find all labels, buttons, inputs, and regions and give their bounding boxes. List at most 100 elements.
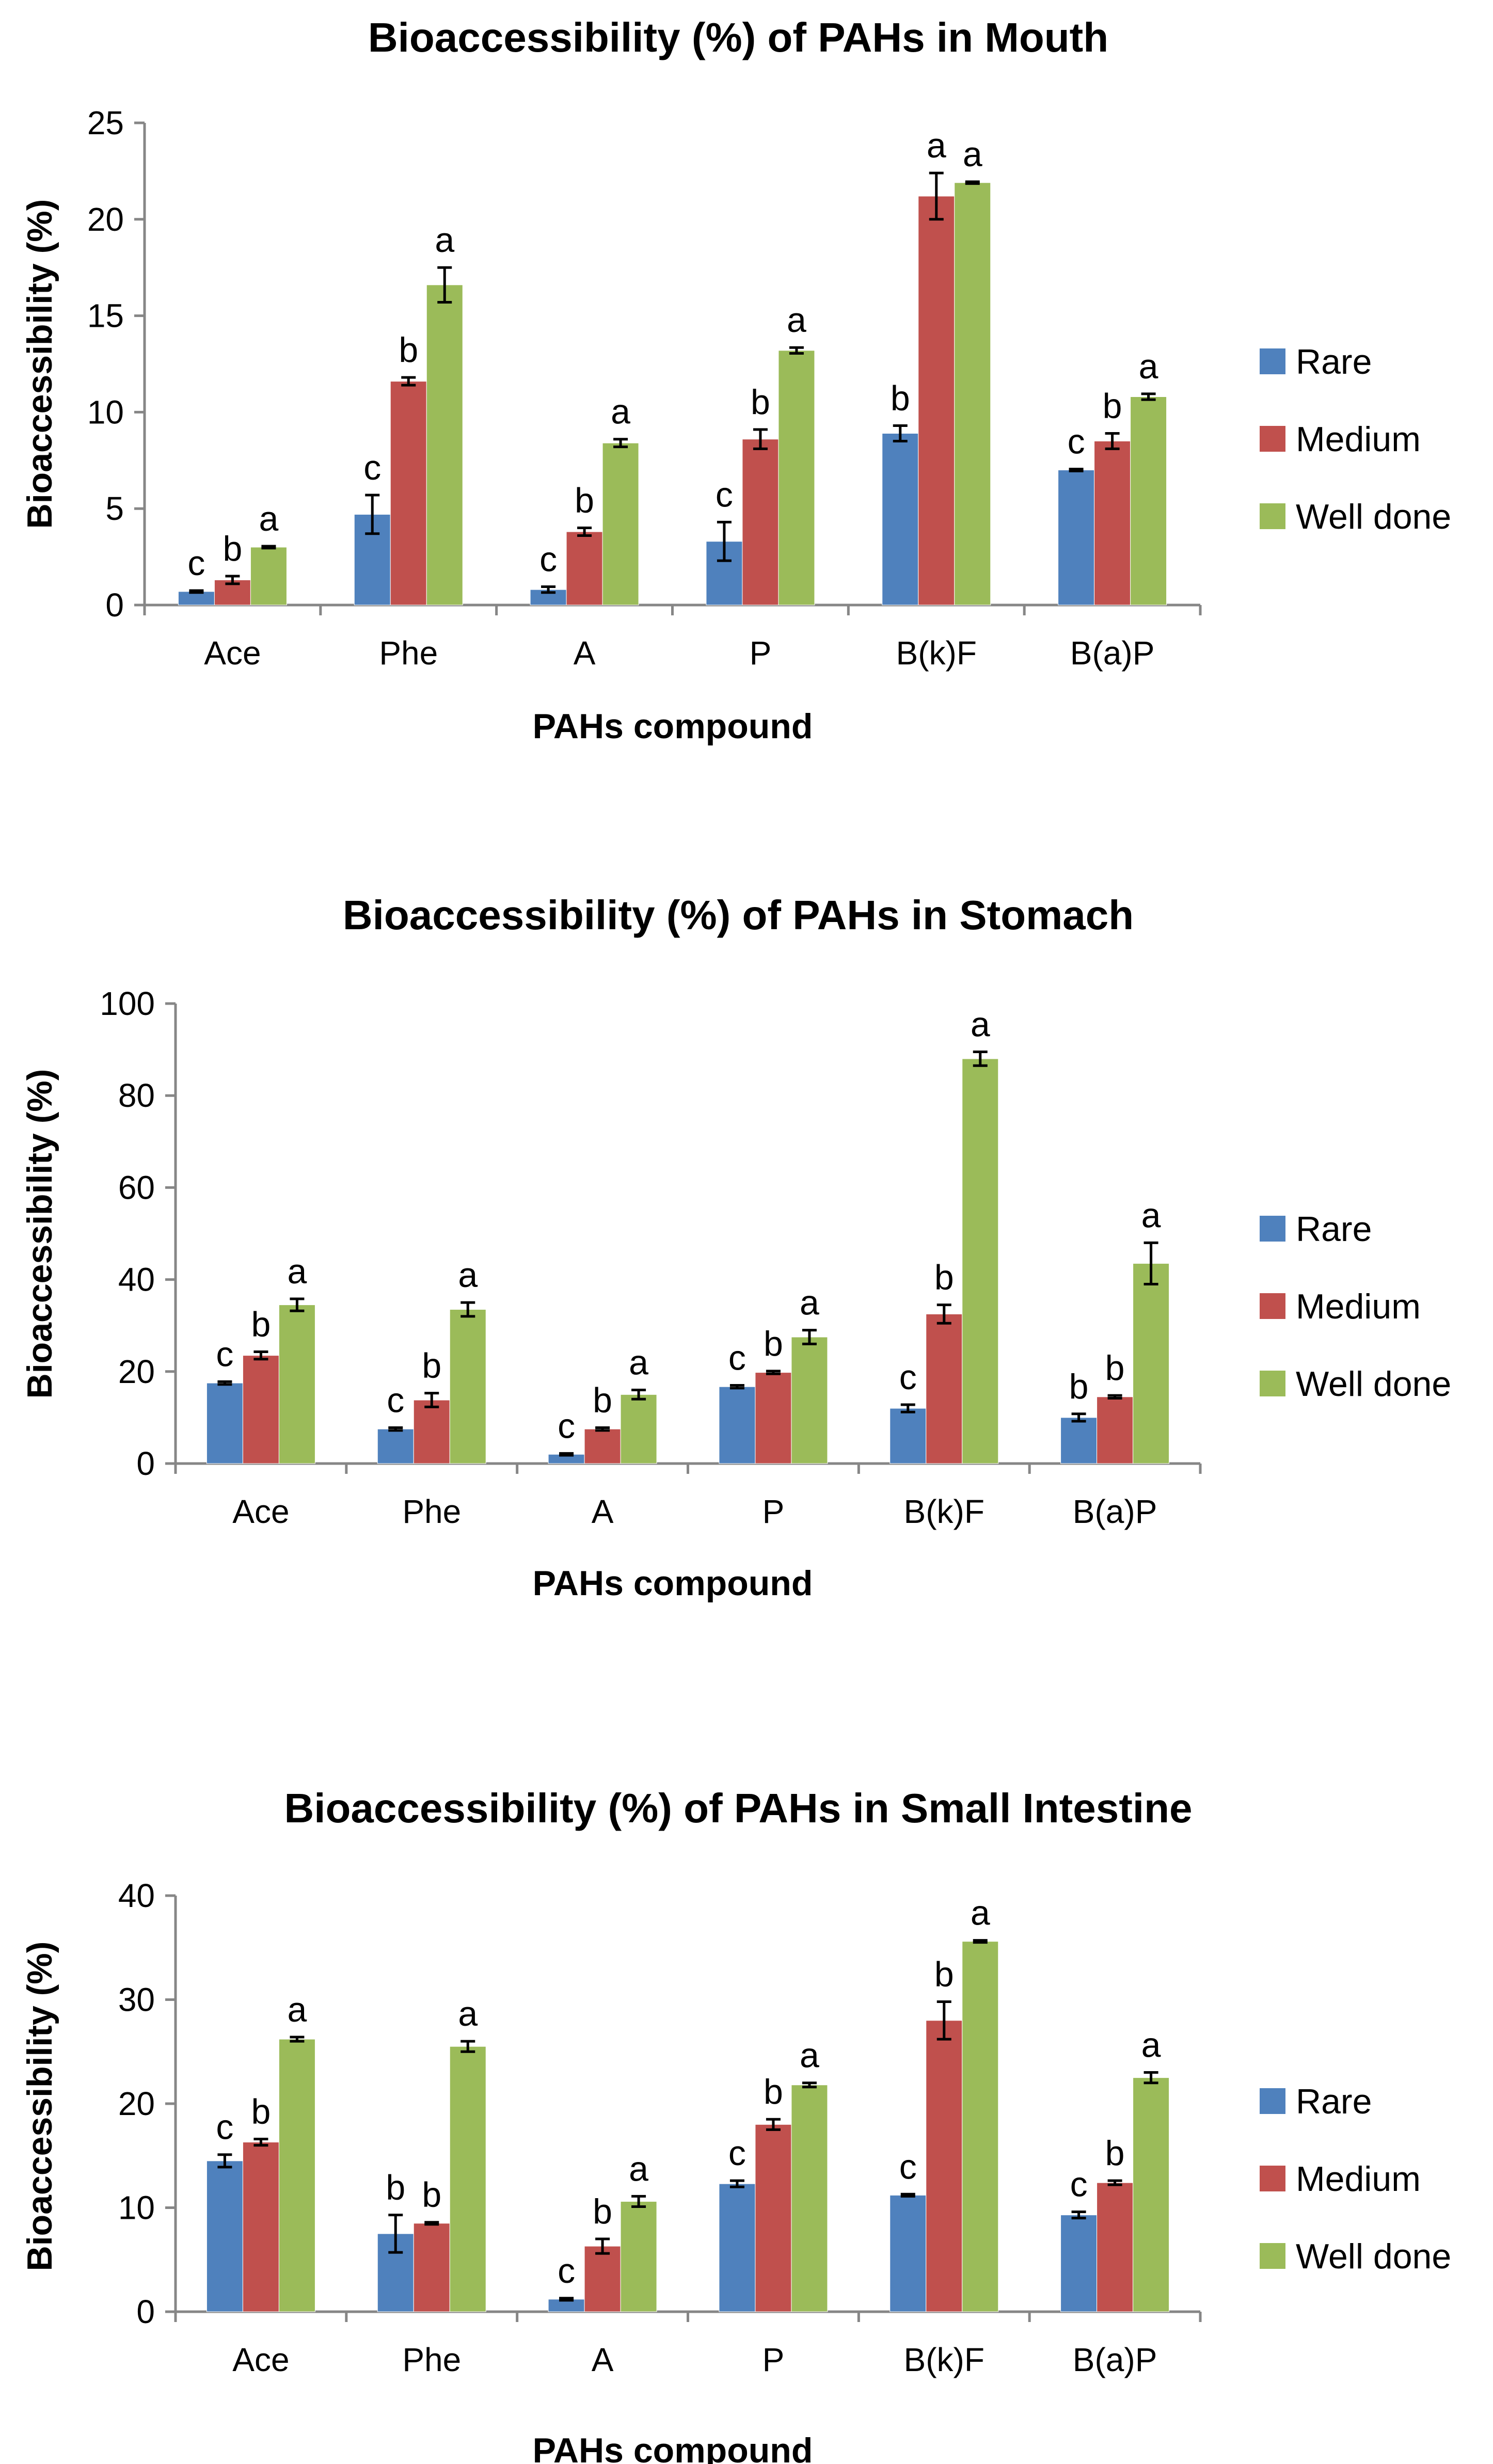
x-tick-label: Ace xyxy=(232,2341,289,2378)
significance-letter: b xyxy=(1103,386,1122,425)
significance-letter: a xyxy=(971,1005,990,1044)
significance-letter: b xyxy=(422,1346,441,1386)
bar-well-done xyxy=(620,2201,657,2312)
significance-letter: a xyxy=(1141,2026,1161,2065)
significance-letter: b xyxy=(386,2168,405,2207)
bar-medium xyxy=(926,2020,963,2312)
x-tick-label: Ace xyxy=(232,1493,289,1530)
legend-label: Well done xyxy=(1296,1364,1451,1404)
bar-well-done xyxy=(778,350,815,606)
legend-label: Rare xyxy=(1296,1210,1372,1249)
legend-swatch xyxy=(1260,1293,1285,1319)
bar-medium xyxy=(584,1428,621,1464)
bar-medium xyxy=(742,439,779,606)
chart-small-intestine: Bioaccessibility (%) of PAHs in Small In… xyxy=(20,1785,1451,2464)
x-tick-label: B(a)P xyxy=(1073,2341,1157,2378)
bar-rare xyxy=(890,2195,927,2312)
significance-letter: a xyxy=(611,392,630,432)
chart-mouth: Bioaccessibility (%) of PAHs in Mouth Bi… xyxy=(20,14,1451,746)
significance-letter: a xyxy=(458,1255,478,1295)
x-tick-label: A xyxy=(574,634,596,672)
bar-well-done xyxy=(278,1305,315,1464)
y-tick-label: 60 xyxy=(118,1169,155,1206)
significance-letter: a xyxy=(629,1343,648,1382)
bar-rare xyxy=(882,433,919,606)
legend-swatch xyxy=(1260,503,1285,529)
bar-rare xyxy=(1060,1417,1098,1464)
significance-letter: c xyxy=(1070,2165,1088,2204)
y-tick-label: 10 xyxy=(87,393,124,431)
x-tick-label: B(k)F xyxy=(904,1493,984,1530)
significance-letter: b xyxy=(1069,1367,1089,1406)
chart-stomach: Bioaccessibility (%) of PAHs in Stomach … xyxy=(20,892,1451,1603)
significance-letter: a xyxy=(1139,347,1158,386)
y-tick-label: 40 xyxy=(118,1261,155,1298)
bar-rare xyxy=(1060,2215,1098,2312)
x-tick-label: B(a)P xyxy=(1073,1493,1157,1530)
significance-letter: b xyxy=(575,481,594,520)
x-tick-label: Phe xyxy=(402,2341,461,2378)
bar-well-done xyxy=(250,547,287,606)
significance-letter: c xyxy=(899,2147,917,2186)
legend-swatch xyxy=(1260,426,1285,452)
y-tick-label: 40 xyxy=(118,1877,155,1914)
significance-letter: b xyxy=(934,1955,954,1994)
bar-medium xyxy=(755,1372,792,1464)
y-tick-label: 0 xyxy=(105,586,124,624)
significance-letter: b xyxy=(251,1305,271,1344)
bar-medium xyxy=(1097,1396,1134,1464)
bar-medium xyxy=(1097,2182,1134,2312)
legend-label: Medium xyxy=(1296,1287,1421,1326)
legend-label: Well done xyxy=(1296,497,1451,536)
x-axis-label: PAHs compound xyxy=(533,1564,813,1603)
x-axis-label: PAHs compound xyxy=(533,707,813,746)
bar-well-done xyxy=(620,1394,657,1464)
significance-letter: a xyxy=(800,2036,819,2075)
bar-well-done xyxy=(449,1309,486,1464)
legend-swatch xyxy=(1260,2243,1285,2269)
x-tick-label: P xyxy=(763,1493,785,1530)
bar-well-done xyxy=(962,1058,999,1464)
x-tick-label: A xyxy=(592,1493,614,1530)
bar-medium xyxy=(1094,440,1131,606)
x-axis-label: PAHs compound xyxy=(533,2431,813,2464)
bar-rare xyxy=(1058,469,1095,606)
significance-letter: c xyxy=(216,2108,233,2147)
bar-medium xyxy=(566,531,603,606)
bar-well-done xyxy=(602,442,639,606)
x-tick-label: P xyxy=(763,2341,785,2378)
y-tick-label: 15 xyxy=(87,297,124,335)
significance-letter: b xyxy=(751,383,770,422)
significance-letter: b xyxy=(764,2072,783,2111)
significance-letter: a xyxy=(787,300,806,340)
significance-letter: a xyxy=(629,2149,648,2188)
bar-well-done xyxy=(1133,2077,1170,2312)
bar-well-done xyxy=(426,284,463,606)
significance-letter: c xyxy=(216,1334,233,1374)
significance-letter: c xyxy=(539,540,557,579)
significance-letter: b xyxy=(934,1258,954,1297)
significance-letter: b xyxy=(1105,1348,1125,1388)
significance-letter: b xyxy=(251,2092,271,2132)
legend-label: Medium xyxy=(1296,2159,1421,2199)
bar-medium xyxy=(390,381,427,606)
y-tick-label: 20 xyxy=(87,201,124,238)
y-axis-label: Bioaccessibility (%) xyxy=(20,199,59,529)
legend-swatch xyxy=(1260,348,1285,374)
bar-well-done xyxy=(954,182,991,606)
legend-swatch xyxy=(1260,2166,1285,2191)
significance-letter: c xyxy=(1068,422,1085,462)
bar-well-done xyxy=(449,2046,486,2312)
significance-letter: b xyxy=(593,2192,612,2231)
bar-well-done xyxy=(791,1337,828,1464)
legend-label: Rare xyxy=(1296,2082,1372,2121)
significance-letter: a xyxy=(800,1283,819,1323)
bar-rare xyxy=(377,1428,414,1464)
y-tick-label: 0 xyxy=(136,1445,155,1482)
significance-letter: a xyxy=(259,499,279,538)
significance-letter: c xyxy=(558,2251,575,2291)
bar-medium xyxy=(413,2223,450,2312)
bar-rare xyxy=(206,2160,243,2312)
bar-well-done xyxy=(791,2085,828,2312)
bar-rare xyxy=(719,2183,756,2312)
